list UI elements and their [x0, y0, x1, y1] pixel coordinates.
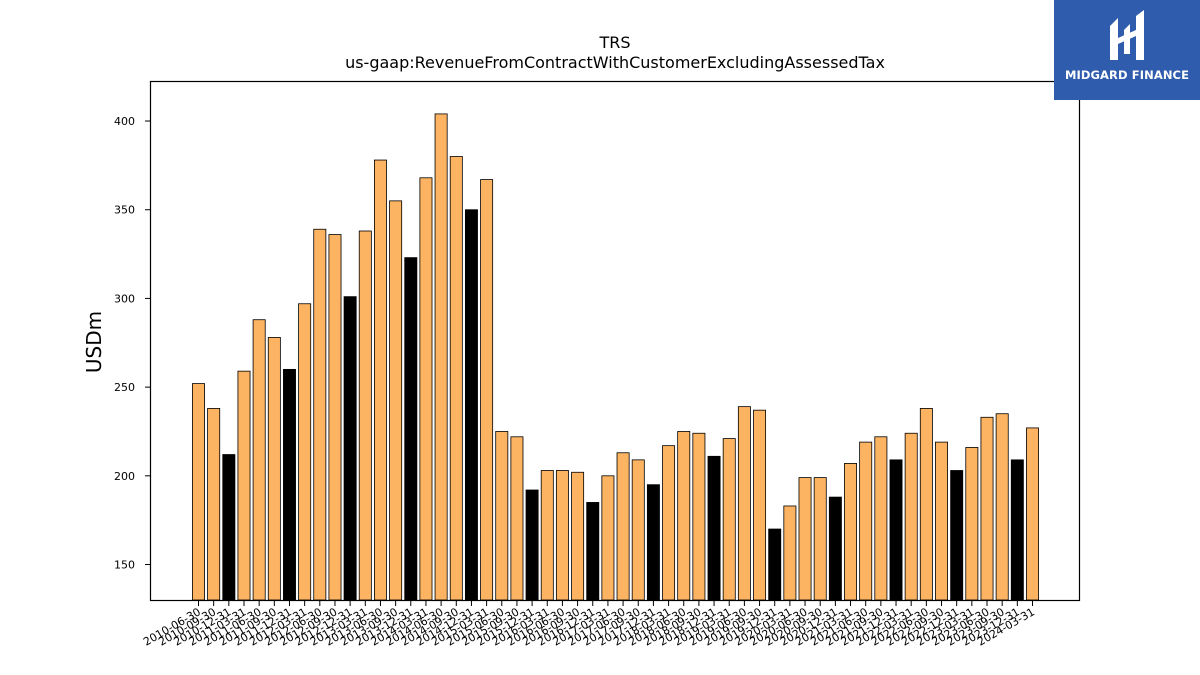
bar-2016-12-31: [586, 502, 600, 601]
y-tick-label: 200: [114, 470, 135, 483]
bar-2021-03-31: [844, 462, 857, 601]
bar-2019-03-31: [722, 438, 736, 601]
bar-2010-09-30: [207, 408, 221, 601]
bar-2015-06-30: [495, 431, 509, 601]
bar-2019-06-30: [737, 406, 751, 601]
bar-2012-09-30: [328, 234, 342, 601]
bar-2020-12-31: [828, 496, 842, 601]
bar-2022-12-31: [950, 470, 964, 601]
bar-2010-06-30: [192, 383, 205, 601]
bar-2013-09-30: [389, 200, 403, 601]
bar-2016-09-30: [571, 471, 585, 601]
bar-2013-06-30: [373, 159, 387, 601]
bar-2018-06-30: [677, 431, 691, 601]
bar-2011-12-31: [283, 368, 296, 601]
bar-2018-03-31: [662, 445, 676, 601]
bar-2016-03-31: [540, 470, 554, 601]
bar-2022-03-31: [904, 432, 918, 601]
y-tick-label: 150: [114, 559, 135, 572]
bar-2016-06-30: [555, 470, 569, 601]
bar-2014-09-30: [449, 156, 463, 601]
y-axis-label: USDm: [82, 311, 106, 373]
bar-2017-12-31: [646, 484, 660, 601]
bar-2022-06-30: [919, 408, 933, 601]
midgard-finance-logo: MIDGARD FINANCE: [1054, 0, 1200, 100]
bar-2011-03-31: [237, 370, 251, 601]
bar-2011-06-30: [252, 319, 266, 601]
plot-frame: [149, 80, 1081, 602]
bar-2020-06-30: [798, 477, 812, 601]
bar-2018-12-31: [707, 455, 721, 601]
logo-text: MIDGARD FINANCE: [1064, 68, 1190, 82]
y-axis-ticks: 150 200 250 300 350 400: [114, 115, 151, 572]
bar-2021-12-31: [889, 459, 903, 601]
bar-2013-12-31: [404, 257, 418, 601]
y-tick-label: 300: [114, 292, 135, 305]
bar-2010-12-31: [222, 454, 236, 601]
bar-2011-09-30: [267, 337, 281, 601]
midgard-logo-icon: [1110, 10, 1144, 60]
bar-2015-09-30: [510, 436, 524, 601]
bar-2012-03-31: [298, 303, 312, 601]
bar-2012-06-30: [313, 228, 327, 601]
bar-2019-12-31: [768, 528, 782, 601]
bar-2017-06-30: [616, 452, 630, 601]
bar-2021-06-30: [859, 441, 873, 601]
bar-2014-06-30: [434, 113, 448, 601]
chart-title: TRS: [598, 33, 630, 52]
bar-2015-12-31: [525, 489, 539, 601]
bar-2014-12-31: [464, 209, 478, 601]
bar-2023-06-30: [980, 416, 994, 601]
bar-2017-03-31: [601, 475, 615, 601]
bar-2018-09-30: [692, 432, 706, 601]
y-tick-label: 250: [114, 381, 135, 394]
bar-2020-09-30: [813, 477, 827, 601]
bar-2020-03-31: [783, 505, 797, 601]
bar-2022-09-30: [935, 441, 948, 601]
bar-2021-09-30: [874, 436, 888, 601]
bar-2024-03-31: [1026, 427, 1039, 601]
bar-2019-09-30: [753, 409, 767, 601]
bar-2013-03-31: [358, 230, 372, 601]
bar-2023-03-31: [965, 447, 979, 601]
bar-2023-12-31: [1010, 459, 1024, 601]
bar-2023-09-30: [995, 413, 1009, 601]
x-axis-ticks: 2010-06-302010-09-302010-12-312011-03-31…: [141, 600, 1037, 649]
chart-subtitle: us-gaap:RevenueFromContractWithCustomerE…: [345, 53, 885, 72]
bar-2012-12-31: [343, 296, 357, 601]
y-tick-label: 350: [114, 204, 135, 217]
bar-2015-03-31: [480, 179, 494, 601]
bar-2014-03-31: [419, 177, 433, 601]
bar-2017-09-30: [631, 459, 645, 601]
y-tick-label: 400: [114, 115, 135, 128]
bars-group: [192, 113, 1039, 601]
